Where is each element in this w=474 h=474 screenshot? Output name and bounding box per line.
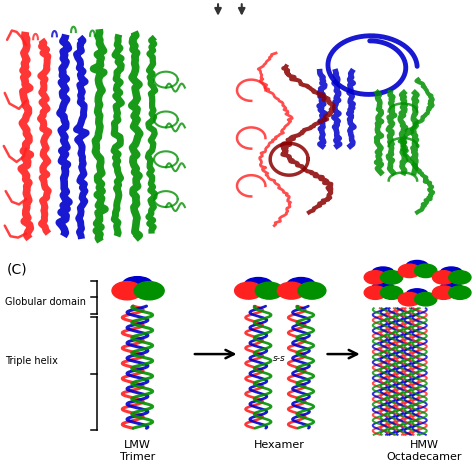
Text: (C): (C) [7, 263, 28, 276]
Ellipse shape [364, 286, 386, 300]
Ellipse shape [372, 282, 394, 294]
Text: Hexamer: Hexamer [254, 440, 305, 450]
Ellipse shape [432, 286, 455, 300]
Ellipse shape [415, 264, 437, 278]
Ellipse shape [381, 271, 403, 284]
Text: LMW
Trimer: LMW Trimer [120, 440, 155, 462]
Ellipse shape [406, 260, 428, 272]
Ellipse shape [415, 292, 437, 306]
Text: Globular domain: Globular domain [5, 297, 86, 307]
Ellipse shape [287, 278, 315, 292]
Ellipse shape [432, 271, 455, 284]
Ellipse shape [398, 264, 420, 278]
Text: HMW
Octadecamer: HMW Octadecamer [386, 440, 462, 462]
Ellipse shape [364, 271, 386, 284]
Ellipse shape [449, 286, 471, 300]
Ellipse shape [372, 267, 394, 278]
Text: Triple helix: Triple helix [5, 356, 58, 365]
Ellipse shape [381, 286, 403, 300]
Ellipse shape [244, 278, 273, 292]
Ellipse shape [406, 289, 428, 300]
Ellipse shape [440, 267, 462, 278]
Ellipse shape [277, 282, 305, 299]
Ellipse shape [440, 282, 462, 294]
Ellipse shape [298, 282, 326, 299]
Ellipse shape [449, 271, 471, 284]
Ellipse shape [255, 282, 283, 299]
Ellipse shape [122, 277, 153, 292]
Ellipse shape [134, 282, 164, 300]
Ellipse shape [112, 282, 142, 300]
Ellipse shape [398, 292, 420, 306]
Ellipse shape [235, 282, 263, 299]
Text: s-s: s-s [273, 354, 286, 363]
